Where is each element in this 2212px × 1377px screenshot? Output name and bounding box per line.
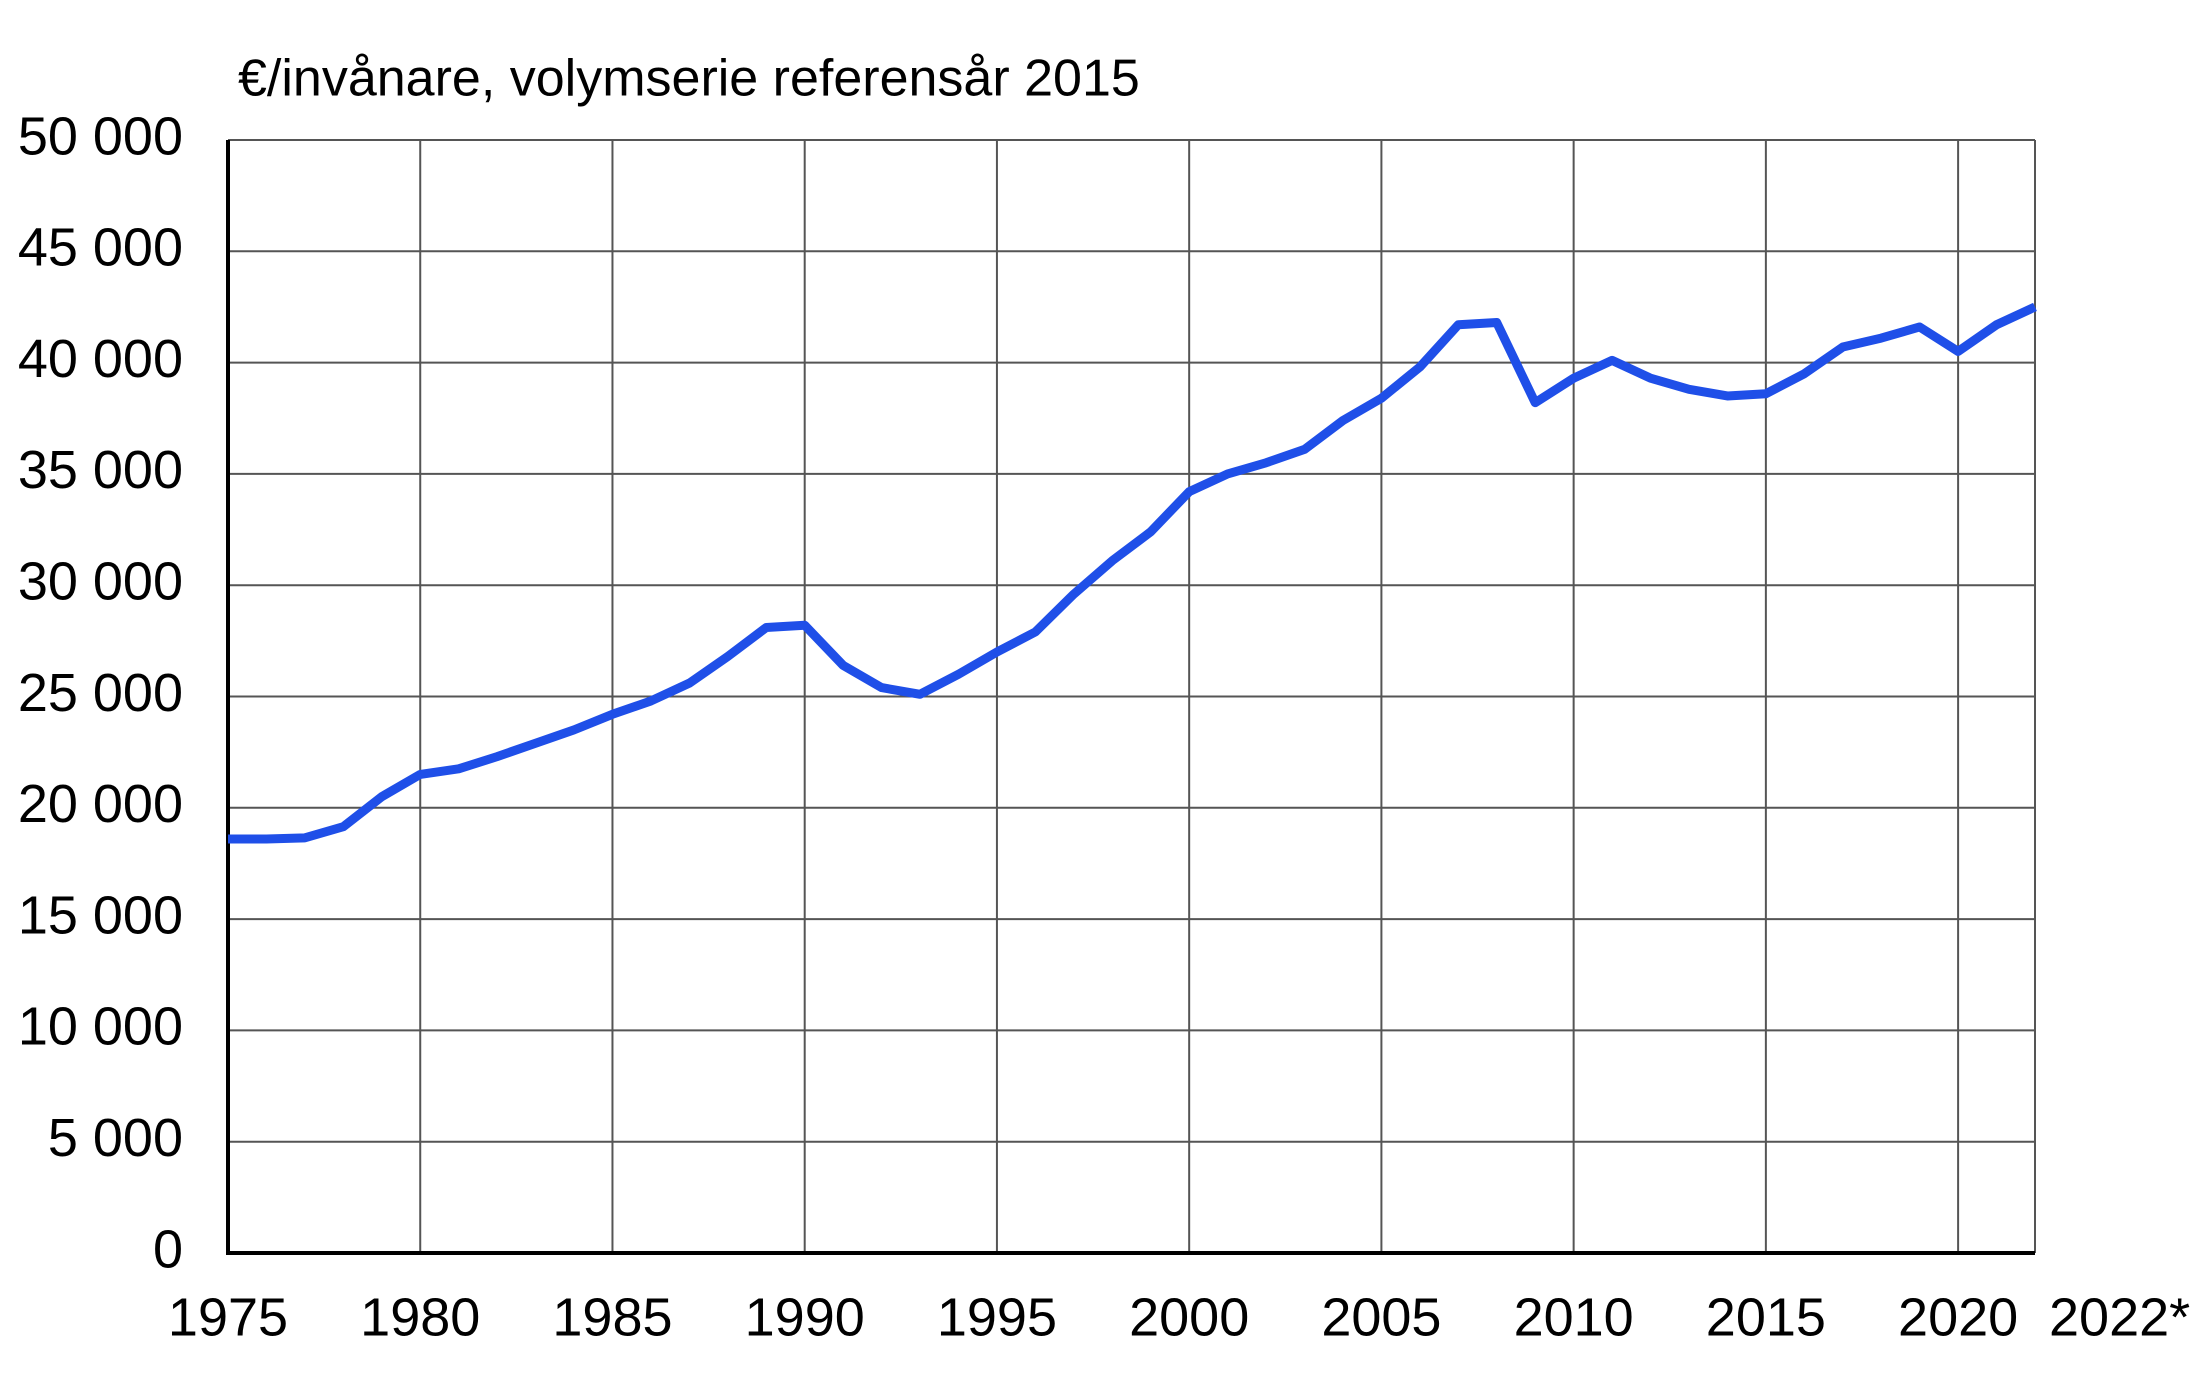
y-tick-label: 50 000 (18, 106, 183, 166)
y-tick-label: 10 000 (18, 997, 183, 1057)
x-tick-label: 1975 (168, 1287, 288, 1347)
y-tick-label: 35 000 (18, 440, 183, 500)
data-line (228, 302, 2037, 844)
y-tick-label: 45 000 (18, 218, 183, 278)
x-tick-label: 1985 (552, 1287, 672, 1347)
x-tick-label: 1990 (745, 1287, 865, 1347)
y-tick-label: 15 000 (18, 885, 183, 945)
x-tick-label: 2020 (1898, 1287, 2018, 1347)
y-tick-label: 30 000 (18, 551, 183, 611)
y-tick-label: 40 000 (18, 329, 183, 389)
chart-title: €/invånare, volymserie referensår 2015 (238, 50, 1140, 108)
x-tick-label: 2015 (1706, 1287, 1826, 1347)
x-tick-label: 2005 (1321, 1287, 1441, 1347)
y-tick-label: 5 000 (48, 1108, 183, 1168)
x-tick-label: 1995 (937, 1287, 1057, 1347)
y-tick-label: 0 (153, 1219, 183, 1279)
x-tick-label: 1980 (360, 1287, 480, 1347)
y-tick-label: 25 000 (18, 663, 183, 723)
x-tick-label: 2000 (1129, 1287, 1249, 1347)
y-tick-label: 20 000 (18, 774, 183, 834)
x-tick-label: 2010 (1514, 1287, 1634, 1347)
x-tick-label: 2022* (2049, 1287, 2190, 1347)
